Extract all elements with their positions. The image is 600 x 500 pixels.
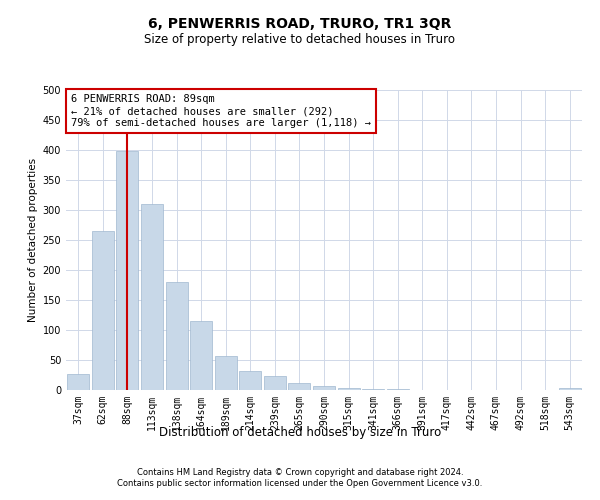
Text: Contains HM Land Registry data © Crown copyright and database right 2024.: Contains HM Land Registry data © Crown c… bbox=[137, 468, 463, 477]
Bar bbox=[215, 356, 237, 390]
Bar bbox=[559, 388, 581, 390]
Text: 6 PENWERRIS ROAD: 89sqm
← 21% of detached houses are smaller (292)
79% of semi-d: 6 PENWERRIS ROAD: 89sqm ← 21% of detache… bbox=[71, 94, 371, 128]
Text: 6, PENWERRIS ROAD, TRURO, TR1 3QR: 6, PENWERRIS ROAD, TRURO, TR1 3QR bbox=[148, 18, 452, 32]
Bar bbox=[190, 321, 212, 390]
Text: Size of property relative to detached houses in Truro: Size of property relative to detached ho… bbox=[145, 32, 455, 46]
Y-axis label: Number of detached properties: Number of detached properties bbox=[28, 158, 38, 322]
Bar bbox=[264, 376, 286, 390]
Bar bbox=[239, 371, 262, 390]
Bar bbox=[289, 383, 310, 390]
Bar bbox=[166, 282, 188, 390]
Bar bbox=[67, 374, 89, 390]
Bar bbox=[313, 386, 335, 390]
Bar bbox=[141, 204, 163, 390]
Bar bbox=[116, 151, 139, 390]
Bar bbox=[338, 388, 359, 390]
Text: Contains public sector information licensed under the Open Government Licence v3: Contains public sector information licen… bbox=[118, 480, 482, 488]
Text: Distribution of detached houses by size in Truro: Distribution of detached houses by size … bbox=[159, 426, 441, 439]
Bar bbox=[92, 231, 114, 390]
